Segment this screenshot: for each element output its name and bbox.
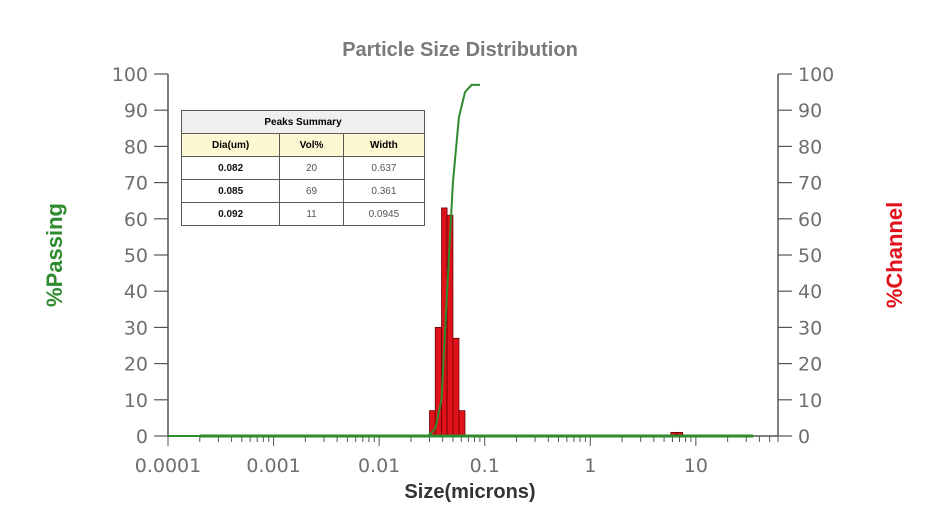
x-ticks: 0.0001 0.001 0.01 0.1 1 10 [135,436,779,477]
right-y-tick-label: 30 [798,317,822,339]
x-tick-label: 10 [684,455,708,477]
left-y-tick-label: 0 [136,426,148,448]
table-row: 0.092 11 0.0945 [180,202,426,226]
right-y-tick-label: 20 [798,354,822,376]
right-y-tick-label: 70 [798,173,822,195]
left-y-tick-label: 80 [124,136,148,158]
right-y-tick-label: 50 [798,245,822,267]
left-y-tick-label: 50 [124,245,148,267]
x-tick-label: 0.01 [358,455,400,477]
chart-title: Particle Size Distribution [342,39,578,61]
right-y-tick-label: 40 [798,281,822,303]
right-y-tick-label: 60 [798,209,822,231]
passing-curve [168,83,480,437]
left-y-tick-label: 100 [112,64,148,86]
right-y-tick-label: 100 [798,64,834,86]
x-tick-label: 0.001 [246,455,300,477]
cell-dia: 0.082 [180,156,281,180]
right-y-axis-label: %Channel [882,202,907,308]
cell-width: 0.637 [342,156,426,180]
left-y-tick-label: 10 [124,390,148,412]
right-y-tick-label: 80 [798,136,822,158]
channel-bar [458,410,466,437]
cell-vol: 69 [279,179,344,203]
x-tick-label: 0.1 [470,455,500,477]
cell-dia: 0.085 [180,179,281,203]
right-y-tick-label: 10 [798,390,822,412]
cell-dia: 0.092 [180,202,281,226]
x-tick-label: 0.0001 [135,455,201,477]
cell-vol: 11 [279,202,344,226]
cell-width: 0.361 [342,179,426,203]
col-header-width: Width [342,133,426,157]
table-row: 0.082 20 0.637 [180,156,426,180]
x-tick-label: 1 [584,455,596,477]
channel-bars [429,207,684,437]
left-y-tick-label: 20 [124,354,148,376]
peaks-summary-table: Peaks Summary Dia(um) Vol% Width 0.082 2… [180,110,426,226]
cell-vol: 20 [279,156,344,180]
left-y-tick-label: 30 [124,317,148,339]
right-y-tick-label: 0 [798,426,810,448]
right-y-tick-label: 90 [798,100,822,122]
left-y-axis-label: %Passing [42,203,67,307]
x-axis-label: Size(microns) [404,481,535,503]
passing-lines [168,83,754,438]
left-y-ticks: 0 10 20 30 40 50 60 70 80 90 100 [112,64,168,448]
cell-width: 0.0945 [342,202,426,226]
left-y-tick-label: 70 [124,173,148,195]
left-y-tick-label: 40 [124,281,148,303]
left-y-tick-label: 60 [124,209,148,231]
channel-bar [452,337,460,437]
col-header-vol: Vol% [279,133,344,157]
left-y-tick-label: 90 [124,100,148,122]
peaks-summary-caption: Peaks Summary [181,110,425,134]
table-row: 0.085 69 0.361 [180,179,426,203]
right-y-ticks: 0 10 20 30 40 50 60 70 80 90 100 [778,64,834,448]
col-header-dia: Dia(um) [180,133,281,157]
